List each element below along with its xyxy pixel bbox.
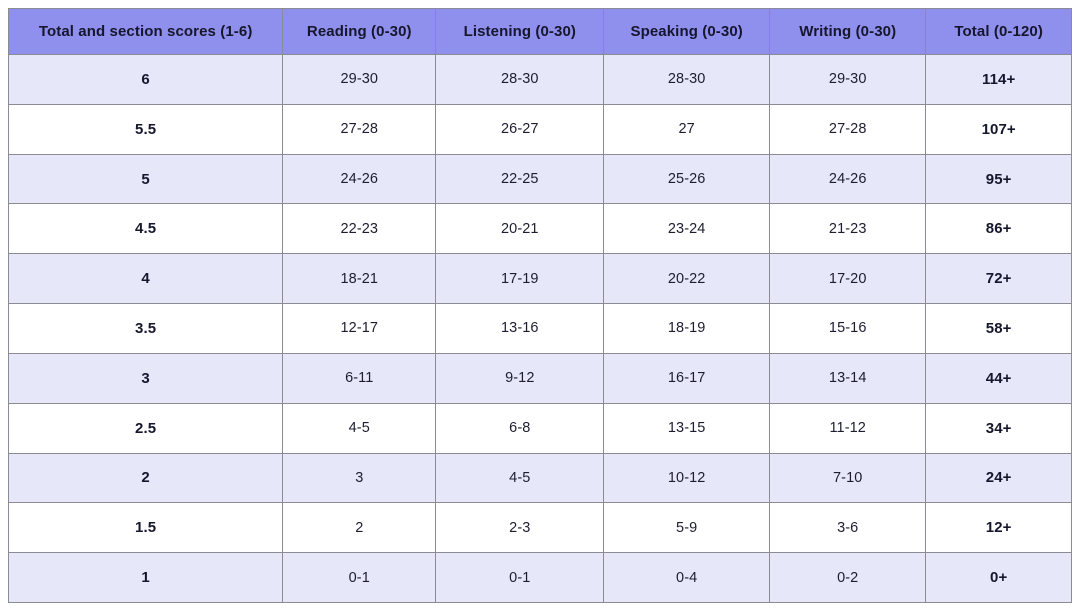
total-score-cell: 12+ (925, 502, 1072, 554)
section-range-cell: 18-21 (282, 253, 437, 305)
section-range-cell: 17-20 (769, 253, 927, 305)
table-row: 3 6-11 9-12 16-17 13-14 44+ (7, 352, 1072, 404)
section-range-cell: 4-5 (282, 402, 437, 454)
table-row: 4 18-21 17-19 20-22 17-20 72+ (7, 253, 1072, 305)
table-row: 1 0-1 0-1 0-4 0-2 0+ (7, 552, 1072, 603)
total-score-cell: 72+ (925, 253, 1072, 305)
section-range-cell: 0-4 (603, 552, 771, 603)
section-range-cell: 27-28 (769, 103, 927, 155)
table-row: 4.5 22-23 20-21 23-24 21-23 86+ (7, 203, 1072, 255)
total-score-cell: 58+ (925, 303, 1072, 354)
score-conversion-table: Total and section scores (1-6) Reading (0… (7, 8, 1072, 603)
section-range-cell: 6-8 (435, 402, 605, 454)
section-range-cell: 0-1 (435, 552, 605, 603)
total-score-cell: 95+ (925, 153, 1072, 205)
section-range-cell: 0-2 (769, 552, 927, 603)
section-range-cell: 28-30 (603, 54, 771, 105)
section-range-cell: 7-10 (769, 452, 927, 504)
header-cell: Reading (0-30) (282, 8, 437, 55)
score-level-cell: 4.5 (7, 203, 284, 255)
header-row: Total and section scores (1-6) Reading (0… (7, 8, 1072, 55)
section-range-cell: 0-1 (282, 552, 437, 603)
section-range-cell: 4-5 (435, 452, 605, 504)
header-cell: Writing (0-30) (769, 8, 927, 55)
table-row: 2 3 4-5 10-12 7-10 24+ (7, 452, 1072, 504)
section-range-cell: 16-17 (603, 352, 771, 404)
total-score-cell: 107+ (925, 103, 1072, 155)
section-range-cell: 3-6 (769, 502, 927, 554)
score-level-cell: 4 (7, 253, 284, 305)
section-range-cell: 3 (282, 452, 437, 504)
table-row: 5 24-26 22-25 25-26 24-26 95+ (7, 153, 1072, 205)
header-cell: Speaking (0-30) (603, 8, 771, 55)
table-row: 2.5 4-5 6-8 13-15 11-12 34+ (7, 402, 1072, 454)
total-score-cell: 24+ (925, 452, 1072, 504)
header-cell: Listening (0-30) (435, 8, 605, 55)
score-level-cell: 1 (7, 552, 284, 603)
table-header: Total and section scores (1-6) Reading (0… (7, 8, 1072, 55)
section-range-cell: 27 (603, 103, 771, 155)
header-cell: Total (0-120) (925, 8, 1072, 55)
section-range-cell: 23-24 (603, 203, 771, 255)
total-score-cell: 34+ (925, 402, 1072, 454)
section-range-cell: 2-3 (435, 502, 605, 554)
section-range-cell: 5-9 (603, 502, 771, 554)
section-range-cell: 11-12 (769, 402, 927, 454)
section-range-cell: 13-14 (769, 352, 927, 404)
section-range-cell: 29-30 (282, 54, 437, 105)
section-range-cell: 28-30 (435, 54, 605, 105)
section-range-cell: 6-11 (282, 352, 437, 404)
score-level-cell: 3 (7, 352, 284, 404)
section-range-cell: 22-25 (435, 153, 605, 205)
score-level-cell: 6 (7, 54, 284, 105)
total-score-cell: 86+ (925, 203, 1072, 255)
table-row: 5.5 27-28 26-27 27 27-28 107+ (7, 103, 1072, 155)
total-score-cell: 0+ (925, 552, 1072, 603)
section-range-cell: 15-16 (769, 303, 927, 354)
section-range-cell: 20-22 (603, 253, 771, 305)
section-range-cell: 17-19 (435, 253, 605, 305)
section-range-cell: 29-30 (769, 54, 927, 105)
table-row: 3.5 12-17 13-16 18-19 15-16 58+ (7, 303, 1072, 354)
score-level-cell: 5 (7, 153, 284, 205)
section-range-cell: 24-26 (769, 153, 927, 205)
total-score-cell: 44+ (925, 352, 1072, 404)
section-range-cell: 9-12 (435, 352, 605, 404)
section-range-cell: 13-15 (603, 402, 771, 454)
table-body: 6 29-30 28-30 28-30 29-30 114+ 5.5 27-28 26-27 27… (7, 54, 1072, 603)
section-range-cell: 10-12 (603, 452, 771, 504)
score-level-cell: 5.5 (7, 103, 284, 155)
score-level-cell: 1.5 (7, 502, 284, 554)
score-level-cell: 2.5 (7, 402, 284, 454)
section-range-cell: 21-23 (769, 203, 927, 255)
score-level-cell: 3.5 (7, 303, 284, 354)
header-cell: Total and section scores (1-6) (7, 8, 284, 55)
score-level-cell: 2 (7, 452, 284, 504)
section-range-cell: 27-28 (282, 103, 437, 155)
section-range-cell: 20-21 (435, 203, 605, 255)
total-score-cell: 114+ (925, 54, 1072, 105)
section-range-cell: 18-19 (603, 303, 771, 354)
section-range-cell: 12-17 (282, 303, 437, 354)
table-row: 6 29-30 28-30 28-30 29-30 114+ (7, 54, 1072, 105)
section-range-cell: 2 (282, 502, 437, 554)
section-range-cell: 25-26 (603, 153, 771, 205)
section-range-cell: 26-27 (435, 103, 605, 155)
section-range-cell: 13-16 (435, 303, 605, 354)
table-row: 1.5 2 2-3 5-9 3-6 12+ (7, 502, 1072, 554)
section-range-cell: 24-26 (282, 153, 437, 205)
section-range-cell: 22-23 (282, 203, 437, 255)
